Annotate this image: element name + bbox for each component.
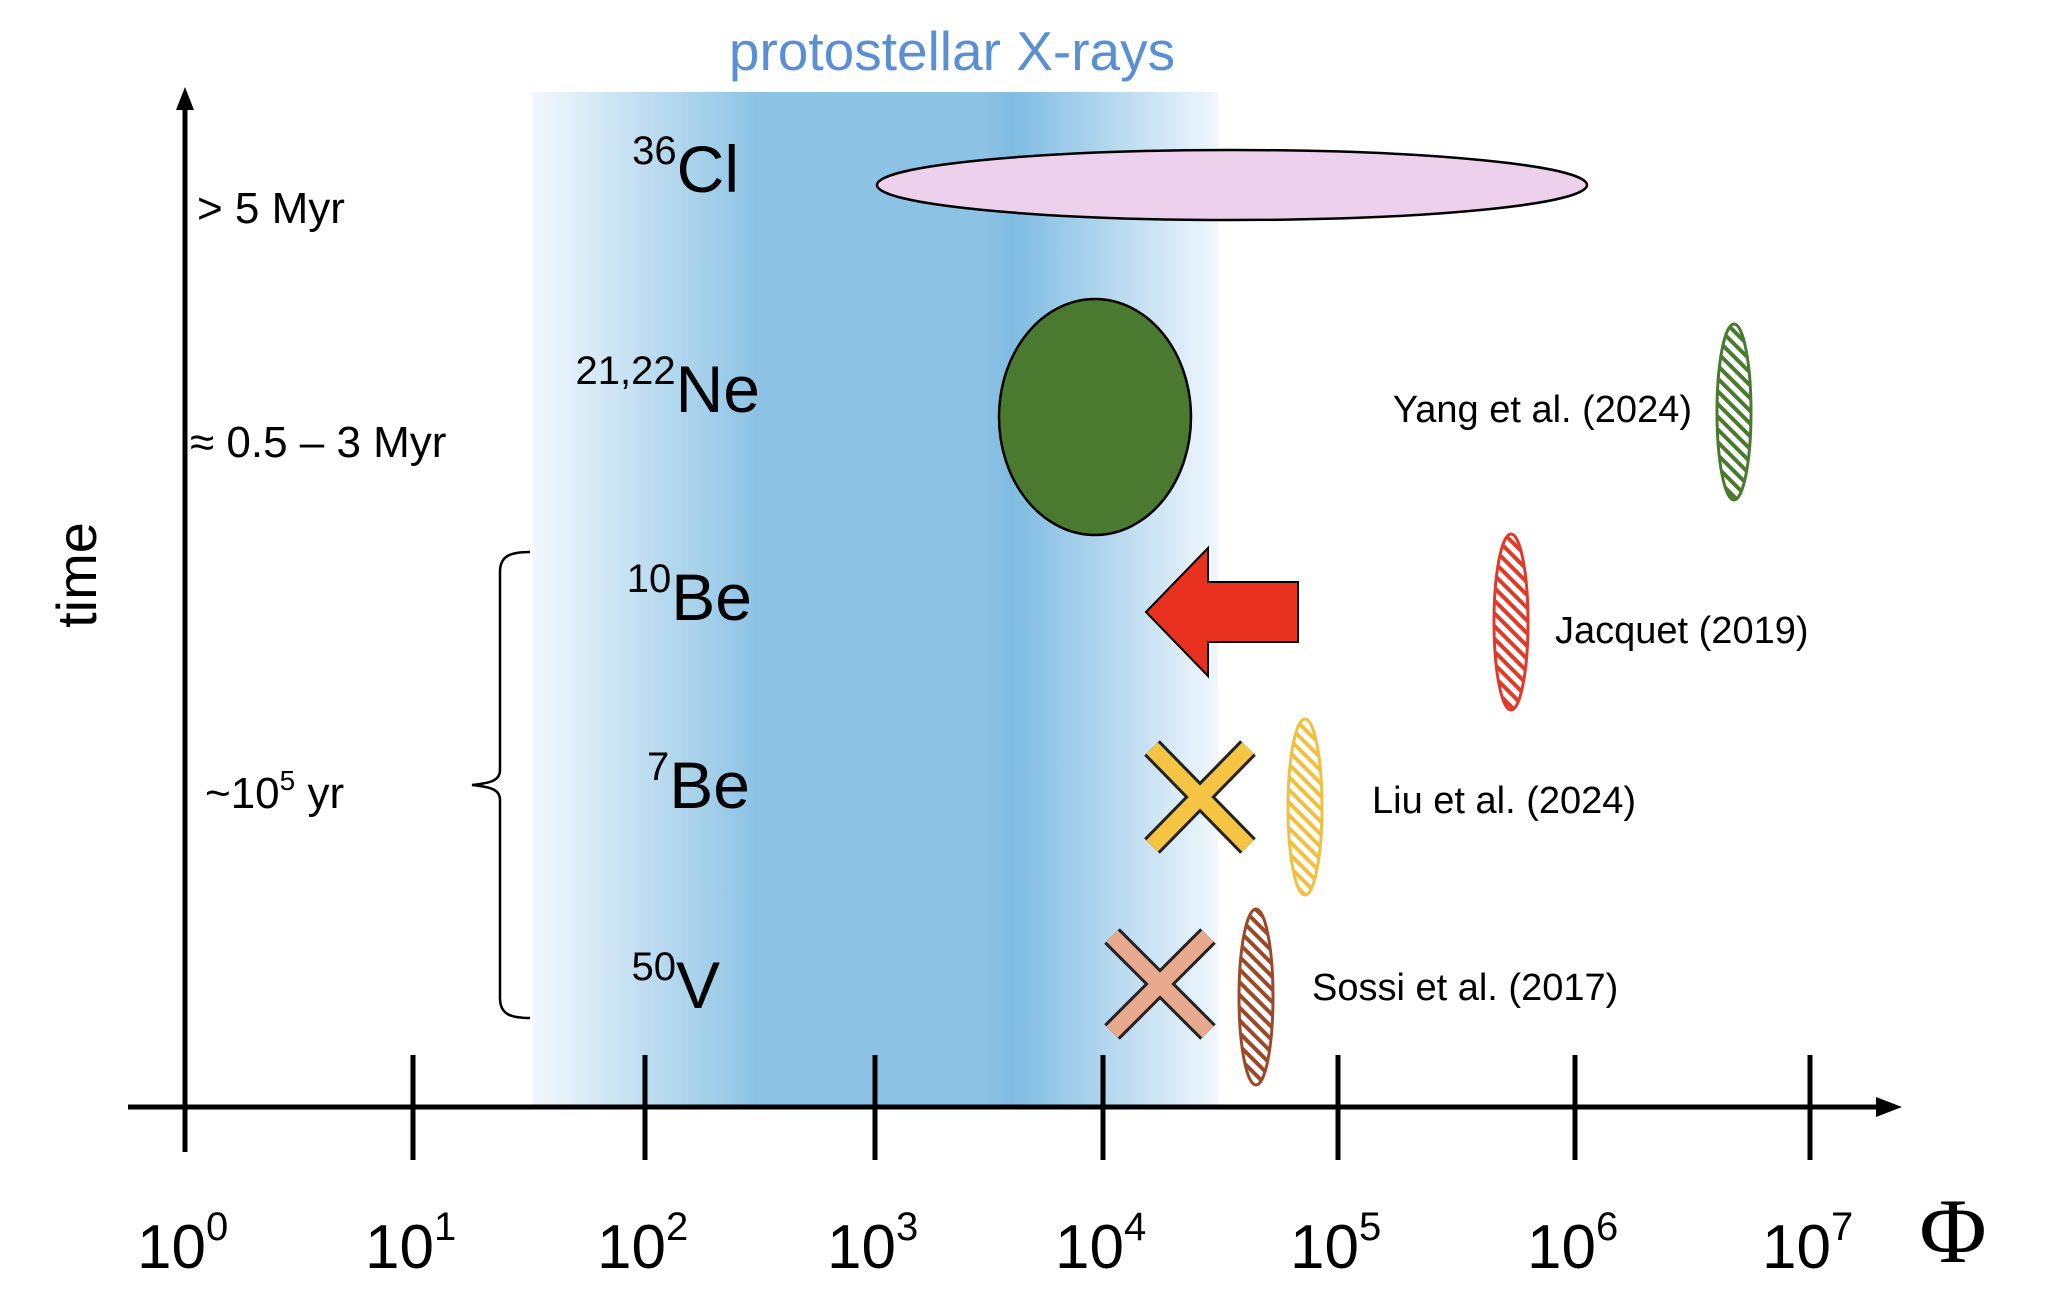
x-axis-tick-labels: 100 101 102 103 104 105 106 107 — [137, 1205, 1853, 1282]
isotope-labels: 36Cl 21,22Ne 10Be 7Be 50V — [576, 129, 760, 1022]
isotope-be10: 10Be — [627, 557, 752, 634]
yang-2024-hatched-ellipse — [1715, 322, 1753, 502]
xray-band — [532, 92, 1218, 1107]
x-tick-label: 107 — [1762, 1205, 1853, 1282]
ne-range-ellipse — [997, 297, 1193, 537]
ref-label-liu-2024: Liu et al. (2024) — [1372, 780, 1636, 822]
x-tick-label: 100 — [137, 1205, 228, 1282]
ref-label-jacquet-2019: Jacquet (2019) — [1555, 610, 1809, 652]
cl36-range-ellipse — [875, 148, 1589, 222]
be10-upper-limit-arrow-icon — [1144, 545, 1299, 679]
band-title: protostellar X-rays — [729, 20, 1175, 82]
ref-label-yang-2024: Yang et al. (2024) — [1393, 389, 1692, 431]
isotope-v50: 50V — [631, 945, 720, 1022]
sossi-2017-hatched-ellipse — [1237, 907, 1275, 1087]
time-label-1e5yr: ~105 yr — [205, 765, 344, 818]
v50-x-marker-icon — [1104, 928, 1216, 1040]
x-axis-ticks — [182, 1055, 1813, 1160]
x-axis — [128, 1097, 1902, 1117]
y-axis-label: time — [45, 522, 108, 628]
ref-label-sossi-2017: Sossi et al. (2017) — [1312, 967, 1618, 1009]
x-axis-arrow-icon — [1876, 1097, 1902, 1117]
isotope-ne2122: 21,22Ne — [576, 349, 760, 426]
x-tick-label: 101 — [365, 1205, 456, 1282]
x-tick-label: 104 — [1055, 1205, 1146, 1282]
x-tick-label: 103 — [827, 1205, 918, 1282]
x-axis-label: Φ — [1919, 1180, 1986, 1282]
x-tick-label: 106 — [1527, 1205, 1618, 1282]
liu-2024-hatched-ellipse — [1286, 717, 1324, 897]
isotope-cl36: 36Cl — [632, 129, 739, 206]
x-tick-label: 102 — [597, 1205, 688, 1282]
x-tick-label: 105 — [1290, 1205, 1381, 1282]
time-label-gt5myr: > 5 Myr — [197, 184, 345, 233]
isotope-be7: 7Be — [647, 745, 750, 822]
curly-brace — [471, 550, 531, 1020]
y-axis-arrow-icon — [176, 87, 194, 110]
y-axis — [176, 87, 194, 1152]
time-label-05-3myr: ≈ 0.5 – 3 Myr — [190, 418, 446, 467]
jacquet-2019-hatched-ellipse — [1492, 532, 1530, 712]
be7-x-marker-icon — [1144, 740, 1256, 854]
